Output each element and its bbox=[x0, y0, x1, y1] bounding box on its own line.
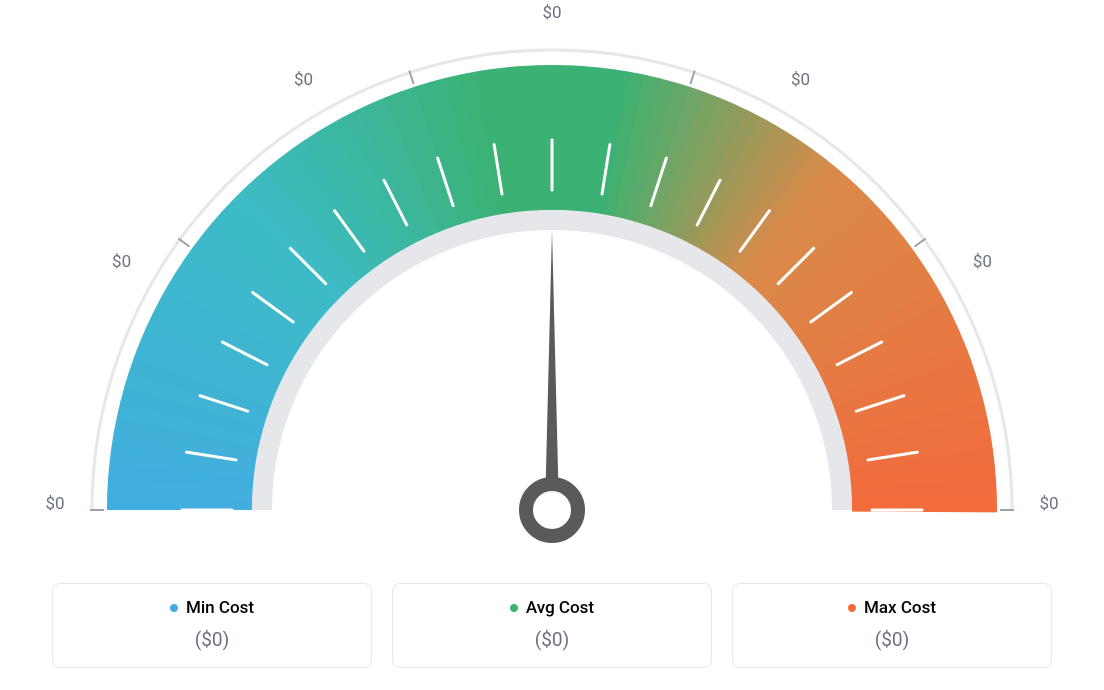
legend-min-card: Min Cost ($0) bbox=[52, 583, 372, 668]
gauge-tick-label: $0 bbox=[973, 252, 992, 272]
legend-avg-label-row: Avg Cost bbox=[393, 598, 711, 618]
gauge-svg bbox=[52, 10, 1052, 570]
gauge-tick-label: $0 bbox=[112, 252, 131, 272]
gauge-tick-label: $0 bbox=[45, 494, 64, 514]
legend-max-label-row: Max Cost bbox=[733, 598, 1051, 618]
cost-gauge-chart: $0 $0 $0 $0 $0 $0 $0 Min Cost ($0) Avg Cost ($… bbox=[0, 0, 1104, 690]
legend-row: Min Cost ($0) Avg Cost ($0) Max Cost ($0… bbox=[52, 583, 1052, 668]
legend-min-value: ($0) bbox=[53, 628, 371, 651]
gauge-tick-label: $0 bbox=[1039, 494, 1058, 514]
legend-avg-card: Avg Cost ($0) bbox=[392, 583, 712, 668]
gauge-area bbox=[52, 10, 1052, 570]
legend-min-label: Min Cost bbox=[186, 598, 254, 618]
legend-avg-value: ($0) bbox=[393, 628, 711, 651]
legend-max-label: Max Cost bbox=[864, 598, 936, 618]
gauge-tick-label: $0 bbox=[294, 70, 313, 90]
legend-min-label-row: Min Cost bbox=[53, 598, 371, 618]
gauge-tick-label: $0 bbox=[791, 70, 810, 90]
legend-max-card: Max Cost ($0) bbox=[732, 583, 1052, 668]
legend-max-value: ($0) bbox=[733, 628, 1051, 651]
gauge-tick-label: $0 bbox=[542, 3, 561, 23]
legend-max-dot-icon bbox=[848, 604, 856, 612]
legend-avg-dot-icon bbox=[510, 604, 518, 612]
legend-avg-label: Avg Cost bbox=[526, 598, 594, 618]
legend-min-dot-icon bbox=[170, 604, 178, 612]
